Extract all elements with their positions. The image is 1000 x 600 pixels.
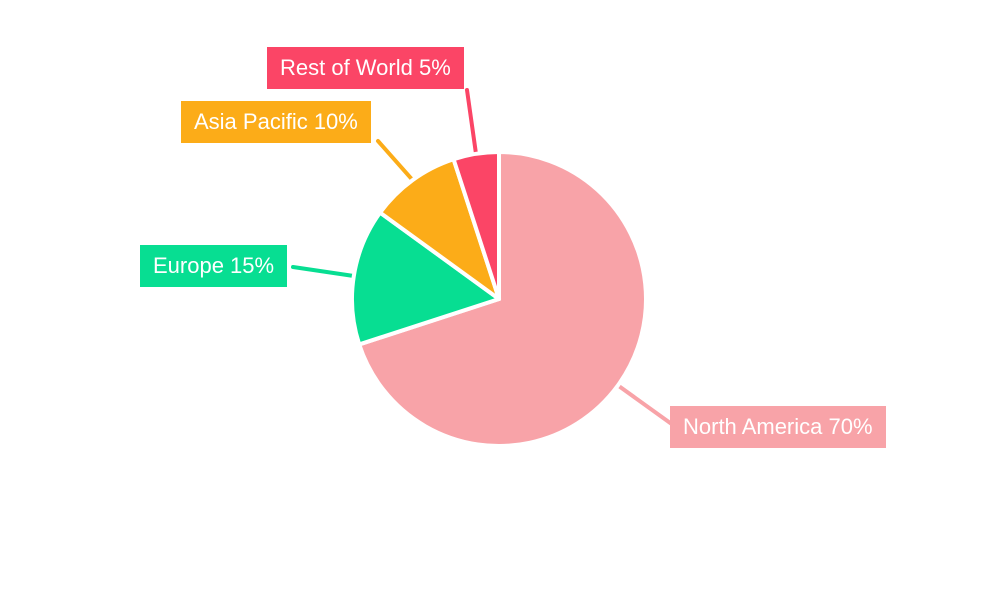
pie-label-north-america: North America 70% — [670, 406, 886, 448]
leader-line-rest-of-world — [465, 88, 479, 156]
pie-slice-asia-pacific[interactable] — [378, 157, 501, 301]
pie-slice-rest-of-world[interactable] — [451, 150, 501, 301]
pie-slice-europe[interactable] — [350, 210, 501, 347]
pie-slice-north-america[interactable] — [357, 150, 648, 448]
pie-label-asia-pacific: Asia Pacific 10% — [181, 101, 371, 143]
pie-label-rest-of-world: Rest of World 5% — [267, 47, 464, 89]
leader-line-north-america — [615, 383, 675, 427]
leader-line-asia-pacific — [376, 139, 415, 183]
pie-label-europe: Europe 15% — [140, 245, 288, 287]
leader-line-europe — [291, 265, 356, 279]
